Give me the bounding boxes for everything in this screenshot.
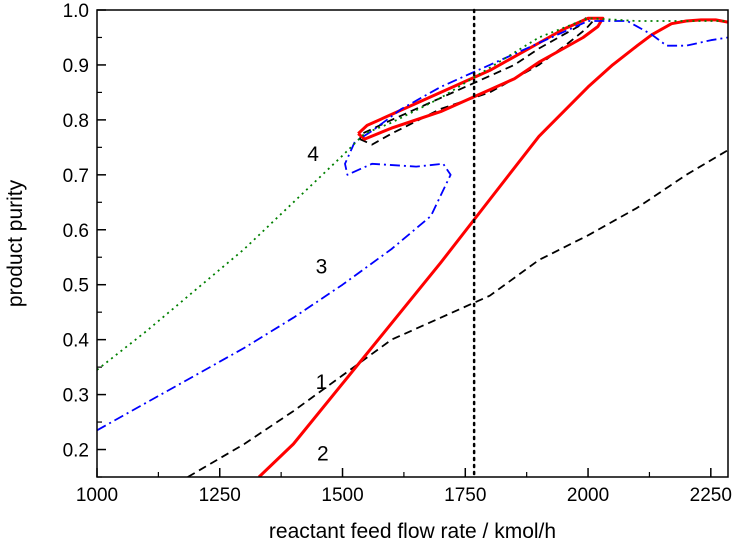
x-tick-label: 1000 <box>76 485 118 506</box>
x-tick-label: 1500 <box>321 485 363 506</box>
y-tick-label: 0.5 <box>63 276 89 297</box>
curves-layer <box>97 16 728 477</box>
y-tick-label: 1.0 <box>63 1 89 22</box>
y-tick-label: 0.6 <box>63 221 89 242</box>
series-line-4 <box>97 17 728 371</box>
x-tick-label: 1750 <box>444 485 486 506</box>
series-line-3 <box>97 20 728 432</box>
y-tick-label: 0.4 <box>63 331 90 352</box>
x-tick-label: 2250 <box>690 485 732 506</box>
curve-label-4: 4 <box>307 143 319 166</box>
y-axis-label: product purity <box>4 179 27 307</box>
series-line-1 <box>187 17 728 477</box>
x-axis-ticks: 1000 1250 1500 1750 2000 2250 <box>76 468 732 506</box>
plot-frame <box>96 9 729 478</box>
curve-label-2: 2 <box>317 443 329 466</box>
y-tick-label: 0.3 <box>63 386 89 407</box>
series-line-2 <box>257 16 728 477</box>
y-tick-label: 0.2 <box>63 441 89 462</box>
y-axis-ticks: 0.2 0.3 0.4 0.5 0.6 0.7 0.8 0.9 1.0 <box>63 1 106 478</box>
y-tick-label: 0.9 <box>63 56 89 77</box>
curve-label-3: 3 <box>316 256 328 279</box>
y-tick-label: 0.7 <box>63 166 89 187</box>
x-axis-label: reactant feed flow rate / kmol/h <box>269 520 556 543</box>
curve-label-1: 1 <box>316 371 328 394</box>
x-tick-label: 2000 <box>567 485 609 506</box>
y-tick-label: 0.8 <box>63 111 89 132</box>
x-tick-label: 1250 <box>199 485 241 506</box>
curve-labels-layer: 1 2 3 4 <box>307 143 329 465</box>
